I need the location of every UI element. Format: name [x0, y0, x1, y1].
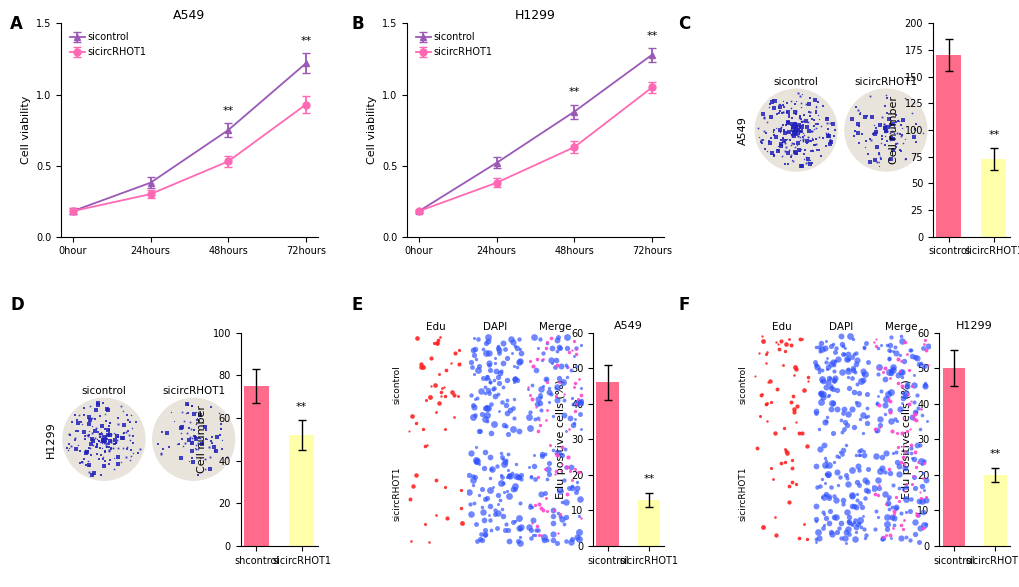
Bar: [244, 386, 269, 546]
Text: A: A: [10, 15, 23, 33]
Text: B: B: [352, 15, 364, 33]
Text: sicircRHOT1: sicircRHOT1: [738, 467, 747, 521]
Text: C: C: [678, 15, 690, 33]
Y-axis label: Cell number: Cell number: [888, 96, 898, 164]
Text: sicontrol: sicontrol: [738, 366, 747, 404]
Y-axis label: Edu positive cells (%): Edu positive cells (%): [901, 379, 911, 499]
Text: **: **: [569, 87, 580, 97]
Y-axis label: Cell number: Cell number: [197, 405, 207, 473]
Title: H1299: H1299: [515, 9, 555, 22]
Bar: [637, 500, 660, 546]
Title: Edu: Edu: [771, 322, 791, 332]
Title: sicircRHOT1: sicircRHOT1: [854, 76, 916, 86]
Text: sicircRHOT1: sicircRHOT1: [392, 467, 401, 521]
Title: sicircRHOT1: sicircRHOT1: [162, 386, 225, 396]
Title: sicontrol: sicontrol: [773, 76, 818, 86]
Text: **: **: [646, 31, 657, 41]
Text: H1299: H1299: [46, 421, 56, 458]
Title: sicontrol: sicontrol: [82, 386, 126, 396]
Text: **: **: [222, 106, 233, 116]
Text: **: **: [987, 130, 999, 140]
Bar: [596, 382, 619, 546]
Circle shape: [153, 398, 234, 480]
Text: E: E: [352, 296, 363, 315]
Text: **: **: [988, 449, 1000, 459]
Circle shape: [63, 398, 145, 480]
Legend: sicontrol, sicircRHOT1: sicontrol, sicircRHOT1: [412, 28, 496, 61]
Text: D: D: [10, 296, 23, 315]
Title: DAPI: DAPI: [828, 322, 853, 332]
Title: A549: A549: [613, 321, 642, 330]
Title: Edu: Edu: [426, 322, 445, 332]
Text: **: **: [643, 474, 654, 484]
Bar: [935, 55, 960, 237]
Text: F: F: [678, 296, 689, 315]
Y-axis label: Edu positive cells (%): Edu positive cells (%): [555, 379, 566, 499]
Bar: [980, 159, 1006, 237]
Circle shape: [844, 89, 926, 171]
Title: DAPI: DAPI: [483, 322, 507, 332]
Bar: [983, 475, 1006, 546]
Bar: [289, 435, 314, 546]
Title: Merge: Merge: [883, 322, 916, 332]
Title: A549: A549: [173, 9, 205, 22]
Text: A549: A549: [738, 116, 747, 144]
Circle shape: [754, 89, 837, 171]
Title: H1299: H1299: [955, 321, 991, 330]
Title: Merge: Merge: [538, 322, 571, 332]
Y-axis label: Cell viability: Cell viability: [20, 96, 31, 164]
Text: **: **: [300, 36, 311, 46]
Legend: sicontrol, sicircRHOT1: sicontrol, sicircRHOT1: [66, 28, 150, 61]
Bar: [942, 368, 964, 546]
Text: sicontrol: sicontrol: [392, 366, 401, 404]
Y-axis label: Cell viability: Cell viability: [366, 96, 376, 164]
Text: **: **: [296, 402, 307, 411]
